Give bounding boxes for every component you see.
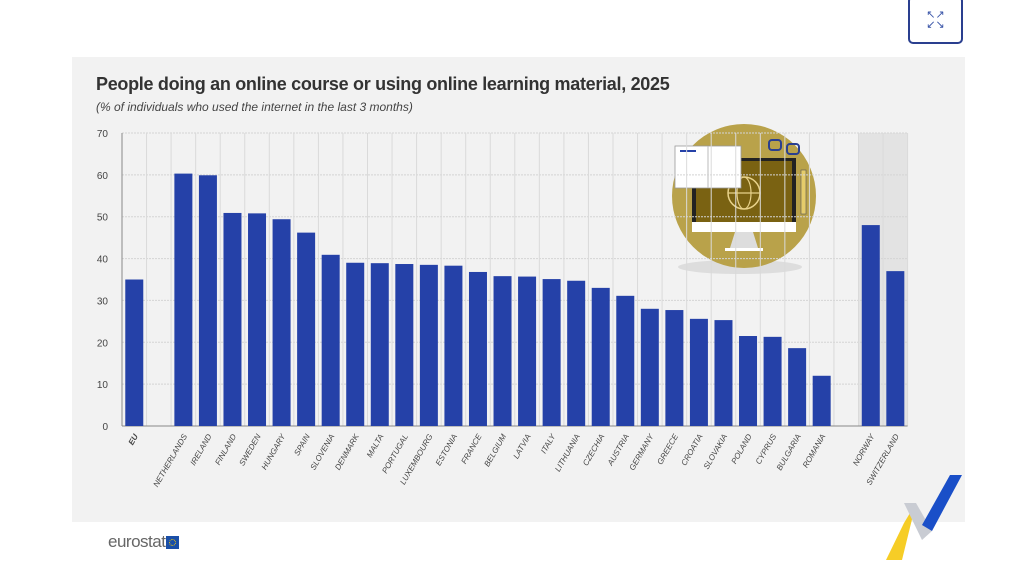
x-tick-label: GREECE [655,432,680,466]
y-tick-label: 70 [97,129,109,140]
x-tick-label: FRANCE [459,432,484,466]
bar-malta [370,263,389,426]
x-tick-label: CROATIA [679,433,704,468]
x-tick-label: NETHERLANDS [152,432,190,489]
x-tick-label: NORWAY [851,432,877,467]
y-tick-label: 50 [97,213,109,224]
x-tick-label: EU [127,432,140,446]
bar-switzerland [886,271,905,426]
bar-eu [125,279,144,426]
chart-title: People doing an online course or using o… [96,74,670,94]
bar-norway [861,225,880,426]
bar-ireland [198,175,217,426]
y-tick-label: 20 [97,338,109,349]
x-tick-label: FINLAND [213,432,238,466]
x-tick-label: IRELAND [189,432,214,467]
decorative-ribbon [886,475,962,560]
bar-croatia [689,318,708,426]
bar-slovenia [321,254,340,426]
bar-netherlands [174,173,193,426]
x-tick-label: MALTA [365,433,386,460]
x-tick-label: CYPRUS [754,432,779,466]
y-tick-label: 0 [102,422,108,433]
bar-finland [223,212,242,426]
bar-poland [739,336,758,426]
chart-subtitle: (% of individuals who used the internet … [96,100,413,114]
y-tick-label: 10 [97,380,109,391]
x-tick-label: SWEDEN [237,432,262,467]
bar-sweden [248,213,267,426]
bar-cyprus [763,336,782,426]
x-tick-label: SLOVENIA [309,433,337,472]
bar-lithuania [567,280,586,426]
bar-czechia [591,287,610,426]
bar-bulgaria [788,348,807,426]
x-tick-label: AUSTRIA [605,433,631,468]
x-tick-label: BELGIUM [482,432,508,468]
bar-france [468,271,487,426]
x-tick-label: HUNGARY [260,432,288,471]
bar-romania [812,375,831,426]
logo-text: eurostat [108,532,166,551]
bar-denmark [346,262,365,426]
x-tick-label: BULGARIA [775,433,803,473]
x-tick-label: CZECHIA [581,433,606,468]
bar-latvia [518,276,537,426]
bar-belgium [493,276,512,426]
expand-button[interactable]: ↖↗ ↙↘ [908,0,963,44]
bar-luxembourg [419,264,438,426]
y-tick-label: 30 [97,296,109,307]
expand-icon-bottom: ↙↘ [926,19,945,31]
x-tick-label: LITHUANIA [553,433,582,474]
expand-arrows-icon: ↖↗ ↙↘ [926,9,945,31]
x-tick-label: POLAND [730,432,754,465]
x-tick-label: ROMANIA [801,433,827,470]
y-tick-label: 40 [97,255,109,266]
x-tick-label: DENMARK [333,432,361,472]
bar-portugal [395,264,414,426]
x-tick-label: ESTONIA [434,433,459,468]
bar-austria [616,295,635,426]
bar-spain [297,232,316,426]
bar-italy [542,279,561,426]
eu-flag-icon [166,535,180,549]
x-tick-label: GERMANY [628,432,656,472]
x-tick-label: LATVIA [512,433,533,461]
bar-hungary [272,219,291,426]
eurostat-logo: eurostat [108,532,180,552]
bar-estonia [444,265,463,426]
y-tick-label: 60 [97,171,109,182]
bar-greece [665,310,684,426]
online-learning-illustration [672,124,816,274]
bar-germany [640,308,659,426]
x-tick-label: SLOVAKIA [702,433,729,471]
x-tick-label: ITALY [539,432,558,455]
x-tick-label: SPAIN [292,432,312,457]
expand-icon-top: ↖↗ [926,9,945,21]
bar-slovakia [714,320,733,426]
